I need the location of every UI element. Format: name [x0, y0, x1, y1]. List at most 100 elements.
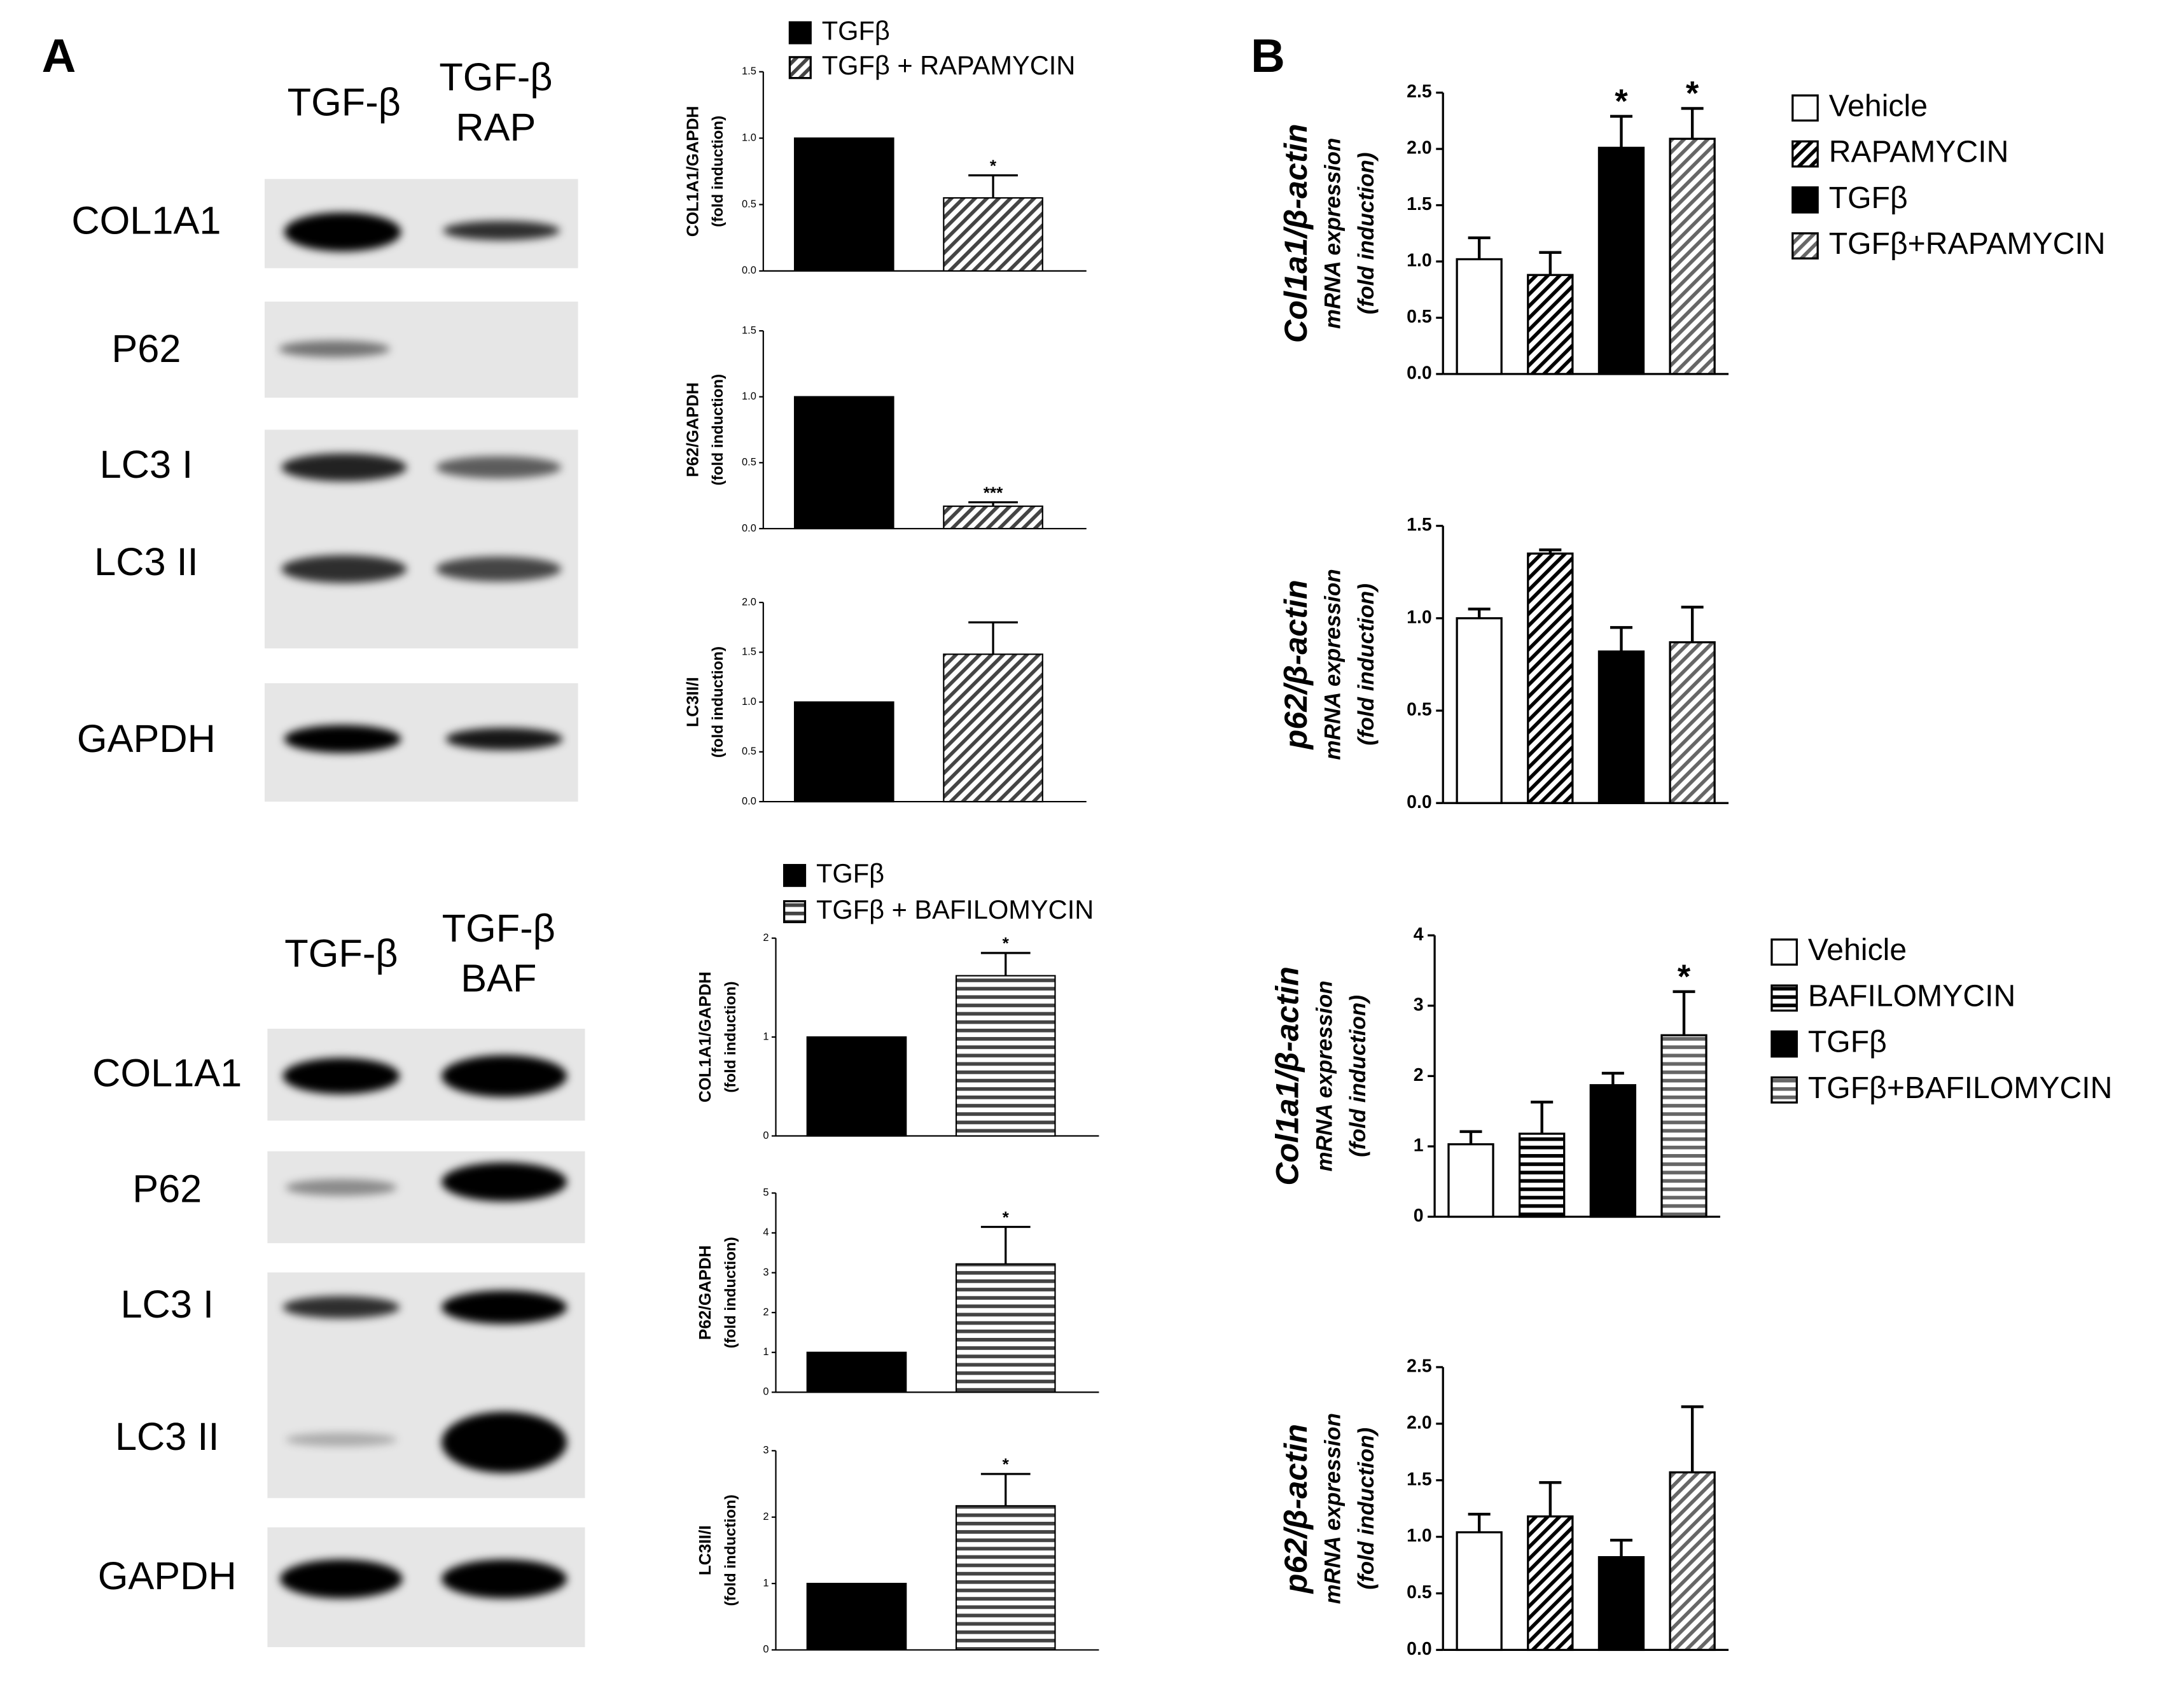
y-tick-label: 2.0: [1407, 138, 1432, 158]
y-tick-label: 2: [763, 1306, 769, 1318]
significance: *: [1003, 934, 1010, 953]
y-tick-label: 0.5: [742, 746, 756, 757]
blot-band: [442, 1162, 567, 1202]
y-axis-label: LC3II/I: [695, 1525, 714, 1575]
bar: [1669, 137, 1716, 375]
bar: [1456, 617, 1503, 804]
blot-band: [285, 1432, 397, 1447]
significance: ***: [984, 483, 1003, 502]
bar: [806, 1036, 907, 1137]
bar: [1597, 650, 1645, 804]
y-axis-label: mRNA expression: [1321, 138, 1346, 329]
y-axis-label: LC3II/I: [683, 677, 702, 727]
y-tick-label: 1.5: [742, 66, 756, 77]
y-axis-label: p62/β-actin: [1277, 1424, 1314, 1594]
blot-band: [281, 453, 407, 482]
row-label: LC3 II: [115, 1415, 219, 1458]
blot-band: [445, 728, 563, 751]
bar: [1589, 1084, 1637, 1218]
bar: [943, 505, 1043, 530]
legend-label: TGFβ + BAFILOMYCIN: [816, 894, 1094, 924]
significance: *: [1003, 1207, 1010, 1227]
row-label: LC3 I: [100, 443, 193, 486]
bar: [806, 1582, 907, 1651]
blot-band: [442, 1412, 567, 1473]
blot-band: [436, 556, 562, 582]
blot-band: [442, 1559, 567, 1599]
y-tick-label: 2.0: [742, 596, 756, 608]
y-axis-label: COL1A1/GAPDH: [683, 106, 702, 237]
y-axis-label: (fold induction): [722, 1494, 739, 1606]
row-label: GAPDH: [77, 717, 216, 760]
y-axis-label: (fold induction): [709, 646, 727, 758]
y-tick-label: 1.5: [742, 324, 756, 336]
legend-swatch: [782, 900, 807, 924]
lane-label: TGF-β: [442, 907, 555, 950]
bar: [1456, 1531, 1503, 1652]
row-label: LC3 I: [120, 1283, 214, 1326]
y-tick-label: 1.0: [742, 696, 756, 707]
bar: [955, 1505, 1056, 1651]
y-axis-label: (fold induction): [1354, 583, 1379, 746]
row-label: COL1A1: [71, 199, 221, 242]
legend-label: TGFβ: [1829, 181, 1908, 215]
blot-band: [442, 1055, 567, 1097]
y-tick-label: 0.5: [1407, 307, 1432, 327]
y-tick-label: 1.5: [1407, 515, 1432, 535]
bar: [955, 975, 1056, 1137]
y-tick-label: 5: [763, 1187, 769, 1199]
row-label: P62: [111, 327, 181, 370]
significance: *: [1678, 958, 1691, 996]
bar: [1669, 1471, 1716, 1652]
y-axis-label: (fold induction): [722, 981, 739, 1092]
row-label: P62: [132, 1167, 202, 1210]
y-tick-label: 0.5: [742, 198, 756, 210]
bar: [943, 197, 1043, 272]
y-tick-label: 2.5: [1407, 1356, 1432, 1376]
blot-band: [281, 555, 407, 583]
y-tick-label: 0.5: [1407, 1582, 1432, 1603]
y-tick-label: 0.0: [742, 265, 756, 276]
y-axis-label: (fold induction): [1354, 152, 1379, 314]
y-axis-label: (fold induction): [709, 116, 727, 227]
y-tick-label: 4: [1414, 924, 1424, 945]
bar: [943, 653, 1043, 803]
y-tick-label: 3: [763, 1445, 769, 1456]
y-tick-label: 0.0: [1407, 363, 1432, 383]
legend-swatch: [788, 21, 812, 45]
lane-label: TGF-β: [284, 931, 398, 975]
y-tick-label: 0.0: [1407, 1639, 1432, 1659]
y-tick-label: 0.0: [742, 522, 756, 534]
bar: [1527, 1515, 1574, 1652]
legend-swatch: [782, 864, 807, 887]
y-axis-label: Col1a1/β-actin: [1277, 123, 1314, 343]
bar: [1660, 1034, 1708, 1218]
legend-label: Vehicle: [1808, 933, 1907, 967]
y-tick-label: 1.0: [742, 391, 756, 402]
y-tick-label: 2: [763, 1511, 769, 1522]
y-tick-label: 1: [763, 1031, 769, 1042]
y-tick-label: 1.0: [1407, 251, 1432, 271]
y-axis-label: Col1a1/β-actin: [1269, 966, 1305, 1186]
legend-swatch: [1791, 94, 1819, 122]
significance: *: [990, 156, 997, 175]
y-tick-label: 1.5: [1407, 194, 1432, 214]
blot-band: [285, 1179, 397, 1196]
y-tick-label: 1.0: [742, 132, 756, 144]
row-label: COL1A1: [92, 1052, 242, 1095]
legend-swatch: [1770, 984, 1798, 1012]
legend-label: TGFβ: [1808, 1025, 1887, 1059]
legend-label: TGFβ + RAPAMYCIN: [822, 50, 1076, 80]
y-axis-label: mRNA expression: [1321, 1413, 1346, 1604]
bar: [1447, 1143, 1494, 1218]
y-tick-label: 2: [1414, 1065, 1424, 1085]
lane-label: TGF-β: [288, 81, 401, 124]
legend-swatch: [788, 56, 812, 80]
blot-band: [284, 212, 401, 252]
y-tick-label: 0.5: [1407, 700, 1432, 720]
y-tick-label: 0: [763, 1644, 769, 1655]
y-tick-label: 1.5: [1407, 1469, 1432, 1489]
y-tick-label: 0.5: [742, 457, 756, 468]
y-tick-label: 1: [763, 1346, 769, 1358]
